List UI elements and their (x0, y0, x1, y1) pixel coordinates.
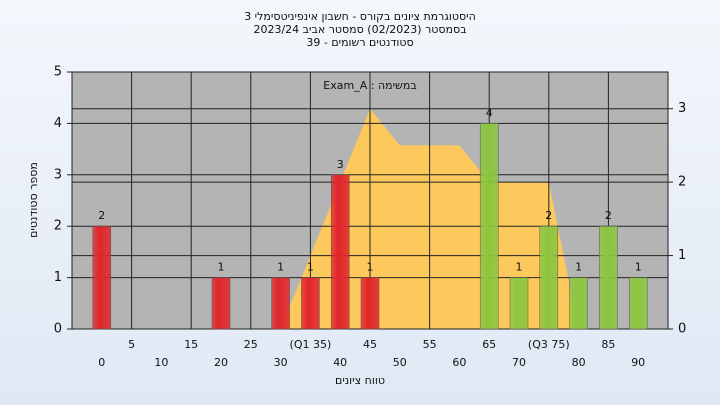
bar (211, 277, 231, 330)
y-tick-label: 1 (54, 270, 62, 285)
x-tick-label: (Q1 35) (290, 338, 332, 351)
x-tick-label: 5 (128, 338, 135, 351)
x-tick-label: 45 (363, 338, 377, 351)
title-line: היסטוגרמת ציונים בקורס - חשבון אינפיניטס… (244, 10, 476, 23)
y-tick-label: 0 (54, 322, 62, 337)
x-tick-label: 65 (482, 338, 496, 351)
data-label: 1 (635, 261, 642, 274)
x-tick-label: 60 (452, 356, 466, 369)
y-tick-label: 5 (54, 65, 62, 80)
data-label: 1 (218, 261, 225, 274)
x-tick-label: 50 (393, 356, 407, 369)
y2-tick-label: 0 (678, 322, 686, 337)
title-line: סטודנטים רשומים - 39 (306, 36, 413, 49)
data-label: 2 (605, 209, 612, 222)
data-label: 1 (277, 261, 284, 274)
y-tick-label: 4 (54, 116, 62, 131)
x-tick-label: 40 (333, 356, 347, 369)
bar (92, 225, 112, 330)
x-tick-label: 25 (244, 338, 258, 351)
data-label: 2 (98, 209, 105, 222)
y2-tick-label: 3 (678, 101, 686, 116)
data-label: 1 (516, 261, 523, 274)
y-axis-label: מספר סטודנטים (27, 162, 40, 238)
data-label: 4 (486, 106, 493, 119)
x-tick-label: 20 (214, 356, 228, 369)
x-tick-label: 10 (154, 356, 168, 369)
y-tick-label: 2 (54, 219, 62, 234)
x-tick-label: 80 (572, 356, 586, 369)
x-axis-label: טווח ציונים (335, 374, 385, 387)
title-line: בסמסטר (02/2023) סמסטר אביב 2023/24 (253, 23, 466, 36)
bar (271, 277, 290, 330)
data-label: 3 (337, 158, 344, 171)
x-tick-label: 85 (601, 338, 615, 351)
data-label: 1 (307, 261, 314, 274)
data-label: 1 (367, 261, 374, 274)
y2-tick-label: 1 (678, 248, 686, 263)
x-tick-label: (Q3 75) (528, 338, 570, 351)
x-tick-label: 70 (512, 356, 526, 369)
bar (509, 277, 529, 330)
bar (301, 277, 320, 330)
y2-tick-label: 2 (678, 175, 686, 190)
y-tick-label: 3 (54, 167, 62, 182)
bar (599, 225, 618, 330)
bar (360, 277, 380, 330)
data-label: 2 (545, 209, 552, 222)
x-tick-label: 30 (274, 356, 288, 369)
x-tick-label: 55 (423, 338, 437, 351)
bar (569, 277, 588, 330)
bar (479, 123, 499, 330)
bar (330, 174, 350, 330)
x-tick-label: 15 (184, 338, 198, 351)
x-tick-label: 0 (98, 356, 105, 369)
x-tick-label: 90 (631, 356, 645, 369)
bar (539, 225, 559, 330)
data-label: 1 (575, 261, 582, 274)
bar (628, 277, 648, 330)
